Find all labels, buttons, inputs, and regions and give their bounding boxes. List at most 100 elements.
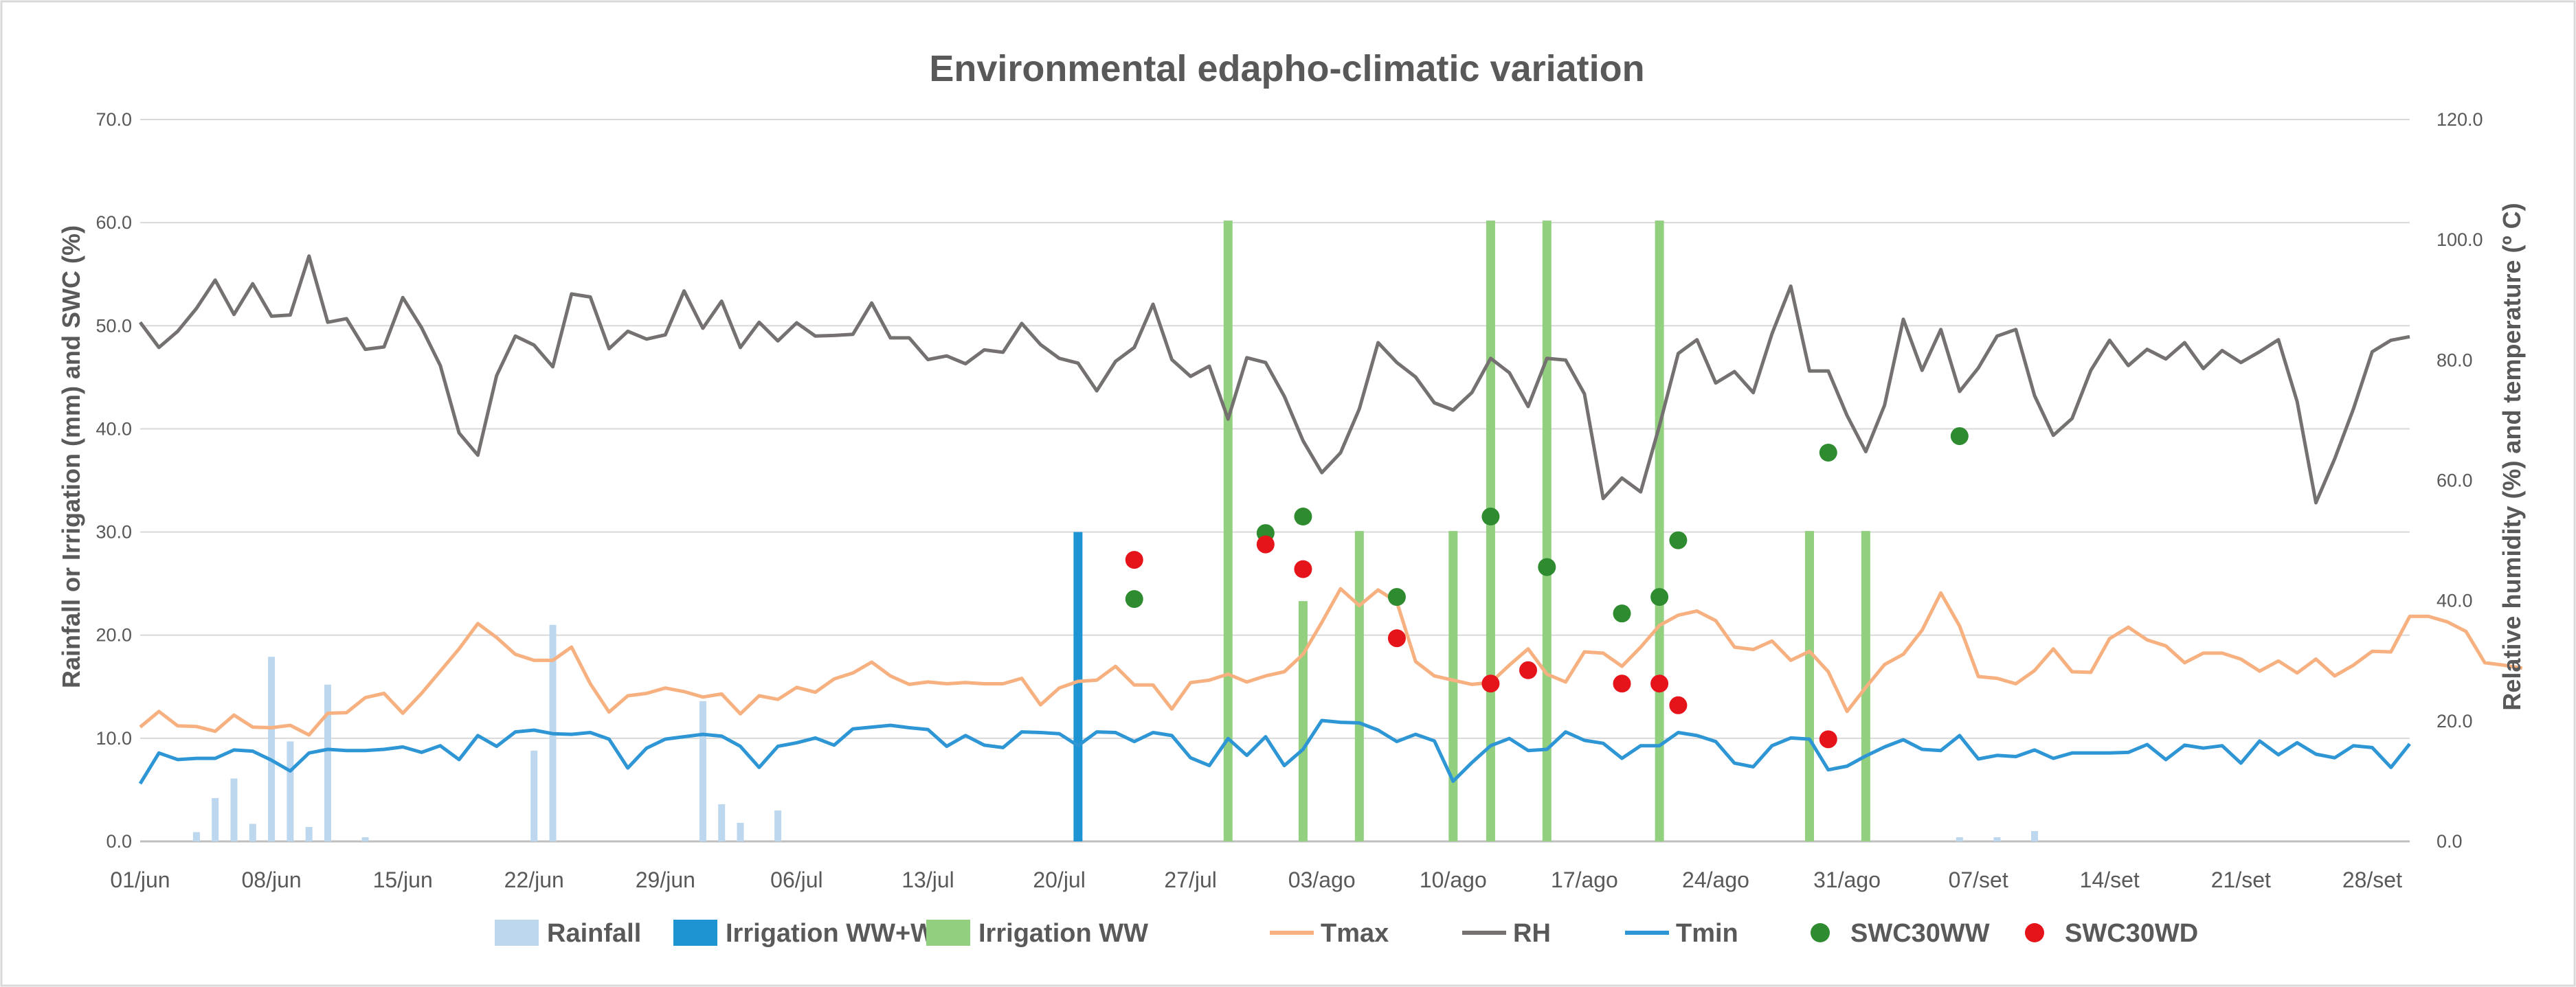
- irrigation-ww-wd-bar: [1073, 532, 1083, 841]
- x-tick-label: 29/jun: [636, 867, 695, 892]
- y-right-tick-label: 100.0: [2437, 229, 2483, 250]
- tmax-line: [139, 587, 2523, 737]
- x-tick-label: 08/jun: [241, 867, 301, 892]
- x-tick-label: 15/jun: [373, 867, 433, 892]
- y-axis-right-title: Relative humidity (%) and temperature (º…: [2498, 203, 2526, 710]
- rainfall-bar: [287, 741, 294, 841]
- rainfall-bar: [718, 804, 726, 841]
- x-tick-label: 27/jul: [1164, 867, 1217, 892]
- irrigation-ww-bar: [1448, 531, 1458, 841]
- scatter-series: [1125, 427, 1969, 749]
- legend-label-irrigation-ww: Irrigation WW: [978, 919, 1148, 948]
- y-left-tick-label: 10.0: [96, 728, 132, 749]
- legend-swatch-irrigation-ww-wd: [673, 920, 717, 946]
- rainfall-bar: [361, 837, 369, 841]
- rainfall-bar: [699, 701, 706, 841]
- irrigation-ww-bar: [1655, 220, 1664, 841]
- legend-swatch-swc30wd: [2025, 923, 2044, 942]
- x-axis: 01/jun 08/jun 15/jun 22/jun 29/jun 06/jul 13/j…: [110, 840, 2410, 892]
- swc30ww-point: [1950, 427, 1969, 445]
- y-left-tick-label: 50.0: [96, 315, 132, 336]
- swc30ww-point: [1481, 508, 1500, 526]
- y-right-tick-label: 20.0: [2437, 711, 2473, 731]
- y-left-tick-label: 20.0: [96, 625, 132, 646]
- swc30wd-point: [1481, 674, 1500, 693]
- x-tick-label: 13/jul: [901, 867, 954, 892]
- rainfall-bar: [1956, 837, 1963, 841]
- y-left-tick-label: 40.0: [96, 418, 132, 439]
- swc30wd-point: [1669, 696, 1688, 714]
- y-left-tick-label: 60.0: [96, 212, 132, 233]
- legend-label-swc30wd: SWC30WD: [2065, 919, 2198, 948]
- swc30ww-point: [1294, 508, 1312, 526]
- x-tick-label: 24/ago: [1682, 867, 1749, 892]
- y-right-tick-label: 80.0: [2437, 350, 2473, 370]
- swc30ww-point: [1819, 443, 1837, 462]
- x-tick-label: 17/ago: [1551, 867, 1618, 892]
- irrigation-ww-bar: [1354, 531, 1364, 841]
- swc30wd-point: [1819, 730, 1837, 749]
- x-tick-label: 01/jun: [110, 867, 170, 892]
- y-left-tick-label: 30.0: [96, 522, 132, 543]
- y-left-tick-label: 0.0: [106, 831, 132, 852]
- swc30ww-point: [1613, 604, 1631, 623]
- rainfall-bar: [268, 657, 276, 841]
- legend-label-rainfall: Rainfall: [547, 919, 641, 948]
- legend-label-swc30ww: SWC30WW: [1850, 919, 1990, 948]
- rainfall-bar: [324, 684, 331, 841]
- x-tick-label: 28/set: [2342, 867, 2402, 892]
- x-tick-label: 03/ago: [1288, 867, 1356, 892]
- legend-swatch-irrigation-ww: [926, 920, 970, 946]
- gridlines: [140, 119, 2410, 739]
- rainfall-bar: [737, 822, 744, 841]
- x-tick-label: 10/ago: [1420, 867, 1487, 892]
- legend-swatch-rainfall: [495, 920, 539, 946]
- left-axis-ticks: 0.0 10.0 20.0 30.0 40.0 50.0 60.0 70.0: [96, 109, 132, 852]
- x-axis-ticks: 01/jun 08/jun 15/jun 22/jun 29/jun 06/jul 13/j…: [110, 867, 2402, 892]
- swc30wd-point: [1519, 661, 1538, 679]
- legend-label-tmax: Tmax: [1321, 919, 1389, 948]
- swc30ww-point: [1538, 558, 1556, 576]
- y-left-tick-label: 70.0: [96, 109, 132, 130]
- irrigation-ww-bar: [1542, 220, 1552, 841]
- irrigation-ww-bar: [1298, 601, 1308, 841]
- y-right-tick-label: 120.0: [2437, 109, 2483, 130]
- x-tick-label: 22/jun: [504, 867, 564, 892]
- legend-swatch-swc30ww: [1811, 923, 1830, 942]
- rh-line: [138, 254, 2410, 505]
- swc30ww-point: [1650, 588, 1669, 606]
- rainfall-bar: [530, 750, 538, 841]
- irrigation-ww-bar: [1804, 531, 1814, 841]
- rainfall-bar: [192, 832, 200, 841]
- rainfall-bar: [774, 810, 782, 841]
- rainfall-bar: [230, 778, 238, 841]
- x-tick-label: 21/set: [2211, 867, 2271, 892]
- rainfall-bar: [2031, 830, 2039, 841]
- chart-title: Environmental edapho-climatic variation: [929, 48, 1644, 89]
- y-right-tick-label: 40.0: [2437, 591, 2473, 611]
- tmin-line: [138, 718, 2411, 785]
- rainfall-bar: [249, 824, 256, 841]
- x-tick-label: 31/ago: [1813, 867, 1881, 892]
- x-tick-label: 20/jul: [1033, 867, 1086, 892]
- swc30ww-point: [1387, 588, 1406, 606]
- y-right-tick-label: 0.0: [2437, 831, 2463, 852]
- x-tick-label: 06/jul: [770, 867, 823, 892]
- swc30wd-point: [1650, 674, 1669, 693]
- swc30ww-point: [1669, 531, 1688, 549]
- swc30wd-point: [1256, 535, 1275, 554]
- right-axis-ticks: 0.0 20.0 40.0 60.0 80.0 100.0 120.0: [2437, 109, 2483, 852]
- rainfall-bar: [1993, 837, 2001, 841]
- legend-label-rh: RH: [1513, 919, 1551, 948]
- swc30wd-point: [1125, 551, 1143, 569]
- x-tick-label: 07/set: [1949, 867, 2008, 892]
- y-right-tick-label: 60.0: [2437, 470, 2473, 491]
- rainfall-bar: [212, 797, 219, 841]
- legend-label-irrigation-ww-wd: Irrigation WW+WD: [726, 919, 954, 948]
- legend: Rainfall Irrigation WW+WD Irrigation WW Tma…: [495, 919, 2198, 948]
- irrigation-ww-bar: [1223, 220, 1233, 841]
- swc30wd-point: [1387, 629, 1406, 648]
